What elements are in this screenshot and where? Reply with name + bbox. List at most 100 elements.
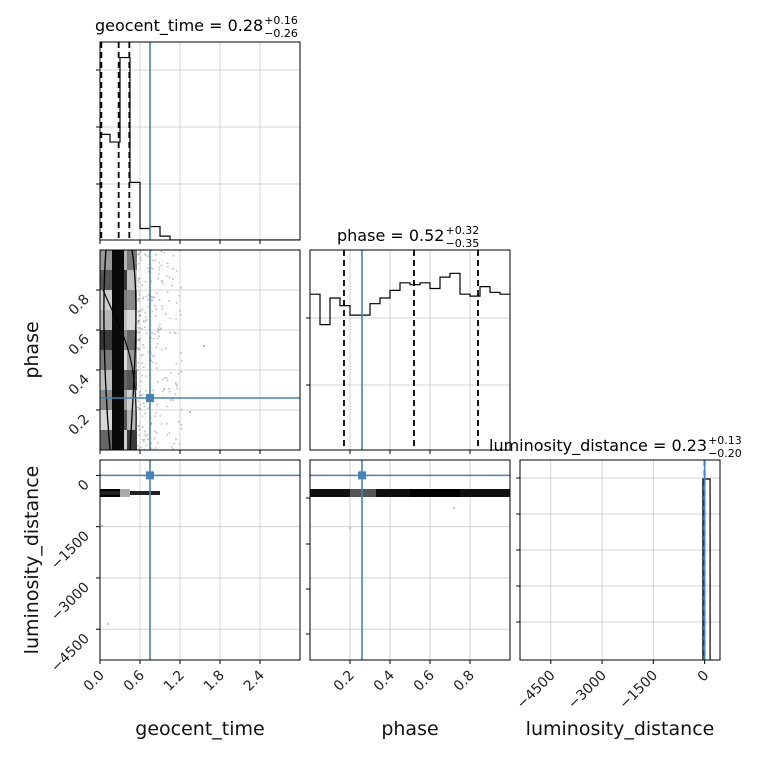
scatter-point xyxy=(138,338,140,341)
scatter-point xyxy=(147,351,150,353)
scatter-point xyxy=(169,399,172,401)
scatter-point xyxy=(141,362,144,365)
scatter-point xyxy=(137,285,139,288)
scatter-point xyxy=(179,309,182,312)
scatter-point xyxy=(170,371,173,374)
scatter-point xyxy=(142,319,145,322)
scatter-point xyxy=(147,407,149,410)
scatter-point xyxy=(153,296,156,299)
scatter-point xyxy=(159,323,161,326)
x-tick-label: 0.6 xyxy=(411,667,438,694)
scatter-point xyxy=(138,393,141,396)
title-luminosity-distance: luminosity_distance = 0.23 xyxy=(489,436,707,456)
contour xyxy=(129,250,137,450)
scatter-point xyxy=(137,346,139,349)
scatter-point xyxy=(349,527,351,529)
panel-frame xyxy=(519,459,721,661)
truth-marker xyxy=(358,471,366,480)
density-cell xyxy=(100,430,115,450)
scatter-point xyxy=(154,259,157,262)
scatter-point xyxy=(174,382,177,385)
scatter-point xyxy=(153,437,156,440)
scatter-point xyxy=(137,298,139,300)
truth-marker xyxy=(146,394,154,402)
scatter-point xyxy=(177,372,180,375)
density-cell xyxy=(100,250,115,270)
scatter-point xyxy=(172,448,174,450)
scatter-point xyxy=(175,438,177,441)
scatter-point xyxy=(145,319,148,321)
scatter-point xyxy=(140,394,143,397)
density-cell xyxy=(127,350,137,370)
scatter-point xyxy=(141,425,144,428)
scatter-point xyxy=(137,406,139,409)
scatter-point xyxy=(137,369,140,371)
panel-frame xyxy=(99,459,301,661)
scatter-point xyxy=(189,411,191,413)
scatter-point xyxy=(172,254,175,257)
scatter-point xyxy=(145,444,148,447)
scatter-point xyxy=(168,276,171,279)
density-core xyxy=(112,250,124,450)
y-tick-label: 0.6 xyxy=(66,331,93,358)
scatter-point xyxy=(143,430,146,433)
scatter-point xyxy=(156,442,159,444)
scatter-point xyxy=(155,367,158,369)
scatter-point xyxy=(163,252,166,254)
scatter-point xyxy=(178,443,181,445)
scatter-point xyxy=(158,335,161,338)
scatter-point xyxy=(156,342,159,345)
scatter-point xyxy=(164,313,167,315)
scatter-point xyxy=(155,412,158,414)
scatter-point xyxy=(160,250,163,253)
scatter-point xyxy=(140,380,142,383)
scatter-point xyxy=(151,332,154,334)
scatter-point xyxy=(145,435,148,437)
x-tick-label: 0.8 xyxy=(451,668,478,695)
scatter-point xyxy=(154,447,157,449)
scatter-point xyxy=(160,264,163,267)
x-tick-label: 1.8 xyxy=(201,668,228,695)
y-axis-label-luminosity-distance: luminosity_distance xyxy=(21,466,43,655)
x-tick-label: 0.0 xyxy=(81,668,108,695)
x-tick-label: −1500 xyxy=(616,668,661,713)
scatter-point xyxy=(166,290,169,293)
scatter-point xyxy=(137,400,139,403)
scatter-point xyxy=(158,298,161,301)
scatter-point xyxy=(137,444,139,447)
scatter-point xyxy=(138,327,141,329)
scatter-point xyxy=(137,311,139,313)
y-tick-label: −1500 xyxy=(48,528,93,573)
scatter-point xyxy=(143,326,146,329)
scatter-point xyxy=(137,253,139,256)
density-cell xyxy=(127,370,137,390)
scatter-point xyxy=(158,272,160,275)
panel-frame xyxy=(99,41,301,241)
scatter-point xyxy=(143,438,146,441)
scatter-point xyxy=(151,267,154,270)
title-luminosity-distance-upper: +0.13 xyxy=(708,434,742,447)
scatter-point xyxy=(154,430,157,433)
scatter-point xyxy=(167,265,169,268)
scatter-point xyxy=(453,507,455,509)
title-luminosity-distance-lower: −0.20 xyxy=(708,447,742,460)
scatter-point xyxy=(139,403,142,406)
scatter-point xyxy=(141,308,144,311)
scatter-point xyxy=(137,425,140,428)
x-axis-label-phase: phase xyxy=(381,718,438,740)
scatter-point xyxy=(155,346,158,349)
scatter-point xyxy=(150,352,153,355)
scatter-point xyxy=(163,387,166,390)
scatter-point xyxy=(174,393,177,396)
title-geocent-time: geocent_time = 0.28 xyxy=(95,16,263,36)
scatter-point xyxy=(166,379,169,382)
scatter-point xyxy=(173,331,176,334)
scatter-point xyxy=(142,297,144,300)
density-cell xyxy=(100,390,115,410)
data-layer xyxy=(100,42,711,660)
scatter-point xyxy=(180,408,183,411)
scatter-point xyxy=(138,291,140,294)
panel-backgrounds xyxy=(99,42,720,660)
scatter-point xyxy=(177,421,180,423)
hist-luminosity-distance xyxy=(702,478,711,660)
